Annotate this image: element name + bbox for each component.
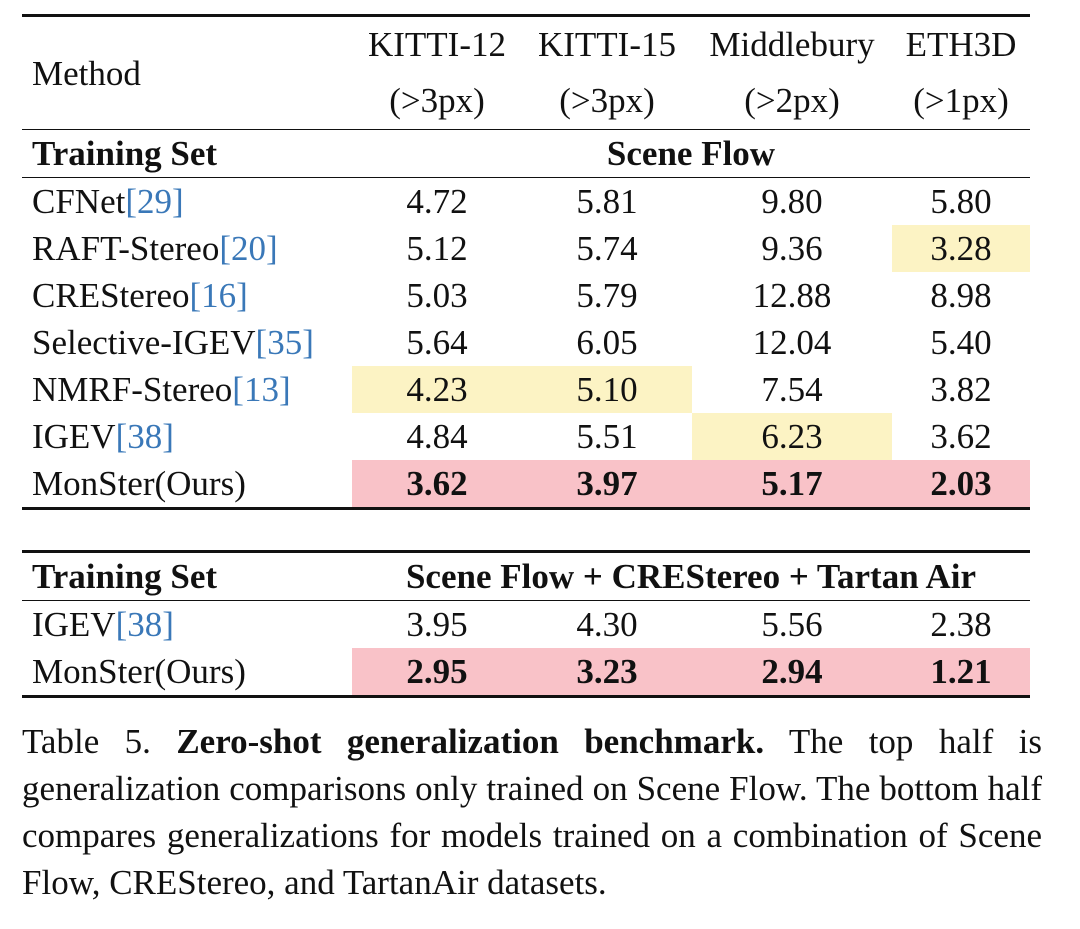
- caption-title: Zero-shot generalization benchmark.: [176, 722, 765, 761]
- citation-link[interactable]: [20]: [219, 229, 278, 268]
- caption-label: Table 5.: [22, 722, 151, 761]
- section2-header-row: Training Set Scene Flow + CREStereo + Ta…: [22, 550, 1030, 601]
- method-name: CREStereo: [32, 276, 190, 315]
- value-cell: 5.81: [576, 182, 638, 221]
- value-cell: 9.80: [761, 182, 823, 221]
- value-cell-second-best: 4.23: [352, 366, 522, 413]
- value-cell: 5.56: [761, 605, 823, 644]
- value-cell: 5.80: [930, 182, 992, 221]
- value-cell: 4.72: [406, 182, 468, 221]
- method-cell: Selective-IGEV[35]: [22, 319, 352, 366]
- value-cell-best: 2.94: [692, 648, 892, 698]
- section2-training-data: Scene Flow + CREStereo + Tartan Air: [352, 550, 1030, 601]
- section1-header-row: Training Set Scene Flow: [22, 129, 1030, 178]
- table-row: Selective-IGEV[35] 5.64 6.05 12.04 5.40: [22, 319, 1030, 366]
- value-cell: 9.36: [761, 229, 823, 268]
- table-row: CREStereo[16] 5.03 5.79 12.88 8.98: [22, 272, 1030, 319]
- value-cell-best: 2.95: [352, 648, 522, 698]
- value-cell: 5.74: [576, 229, 638, 268]
- results-table: Method KITTI-12 KITTI-15 Middlebury ETH3…: [22, 14, 1030, 698]
- value-cell: 6.05: [576, 323, 638, 362]
- value-cell: 3.62: [930, 417, 992, 456]
- value-cell: 3.95: [406, 605, 468, 644]
- value-cell-best: 2.03: [892, 460, 1030, 510]
- citation-link[interactable]: [38]: [115, 417, 174, 456]
- method-cell: IGEV[38]: [22, 601, 352, 649]
- table-row-ours: MonSter(Ours) 3.62 3.97 5.17 2.03: [22, 460, 1030, 510]
- method-name: RAFT-Stereo: [32, 229, 220, 268]
- value-cell-second-best: 3.28: [892, 225, 1030, 272]
- method-cell: NMRF-Stereo[13]: [22, 366, 352, 413]
- value-cell-best: 5.17: [692, 460, 892, 510]
- method-cell: RAFT-Stereo[20]: [22, 225, 352, 272]
- value-cell: 5.40: [930, 323, 992, 362]
- header-row-metrics: (>3px) (>3px) (>2px) (>1px): [22, 73, 1030, 130]
- caption-text: The top half is generalization compariso…: [22, 722, 1043, 902]
- citation-link[interactable]: [38]: [115, 605, 174, 644]
- section1-training-data: Scene Flow: [352, 129, 1030, 178]
- value-cell-best: 1.21: [892, 648, 1030, 698]
- method-cell: CREStereo[16]: [22, 272, 352, 319]
- table-row-ours: MonSter(Ours) 2.95 3.23 2.94 1.21: [22, 648, 1030, 698]
- col-metric-eth3d: (>1px): [892, 73, 1030, 130]
- value-cell: 3.82: [930, 370, 992, 409]
- method-name: MonSter(Ours): [22, 460, 352, 510]
- citation-link[interactable]: [13]: [232, 370, 291, 409]
- table-row: IGEV[38] 4.84 5.51 6.23 3.62: [22, 413, 1030, 460]
- value-cell: 7.54: [761, 370, 823, 409]
- value-cell-second-best: 6.23: [692, 413, 892, 460]
- value-cell-best: 3.62: [352, 460, 522, 510]
- col-metric-kitti12: (>3px): [352, 73, 522, 130]
- table-row: NMRF-Stereo[13] 4.23 5.10 7.54 3.82: [22, 366, 1030, 413]
- value-cell: 4.84: [406, 417, 468, 456]
- citation-link[interactable]: [29]: [125, 182, 184, 221]
- table-caption: Table 5. Zero-shot generalization benchm…: [22, 718, 1042, 906]
- table-row: RAFT-Stereo[20] 5.12 5.74 9.36 3.28: [22, 225, 1030, 272]
- value-cell: 2.38: [930, 605, 992, 644]
- col-header-eth3d: ETH3D: [892, 14, 1030, 73]
- col-metric-middlebury: (>2px): [692, 73, 892, 130]
- value-cell: 5.03: [406, 276, 468, 315]
- method-name: CFNet: [32, 182, 126, 221]
- citation-link[interactable]: [35]: [255, 323, 314, 362]
- training-set-label: Training Set: [22, 550, 352, 601]
- value-cell-best: 3.23: [522, 648, 692, 698]
- method-name: NMRF-Stereo: [32, 370, 233, 409]
- method-name: IGEV: [32, 417, 116, 456]
- col-metric-kitti15: (>3px): [522, 73, 692, 130]
- value-cell: 4.30: [576, 605, 638, 644]
- section-spacer: [22, 509, 1030, 552]
- value-cell-second-best: 5.10: [522, 366, 692, 413]
- method-cell: IGEV[38]: [22, 413, 352, 460]
- table-row: CFNet[29] 4.72 5.81 9.80 5.80: [22, 178, 1030, 226]
- training-set-label: Training Set: [22, 129, 352, 178]
- col-header-kitti12: KITTI-12: [352, 14, 522, 73]
- col-header-kitti15: KITTI-15: [522, 14, 692, 73]
- citation-link[interactable]: [16]: [189, 276, 248, 315]
- value-cell: 5.64: [406, 323, 468, 362]
- col-header-middlebury: Middlebury: [692, 14, 892, 73]
- value-cell: 8.98: [930, 276, 992, 315]
- method-name: Selective-IGEV: [32, 323, 256, 362]
- method-name: IGEV: [32, 605, 116, 644]
- value-cell: 5.79: [576, 276, 638, 315]
- method-name: MonSter(Ours): [22, 648, 352, 698]
- value-cell: 5.12: [406, 229, 468, 268]
- method-header: Method: [22, 14, 352, 130]
- table-row: IGEV[38] 3.95 4.30 5.56 2.38: [22, 601, 1030, 649]
- value-cell: 12.88: [752, 276, 832, 315]
- results-table-container: Method KITTI-12 KITTI-15 Middlebury ETH3…: [22, 14, 1032, 698]
- method-cell: CFNet[29]: [22, 178, 352, 226]
- header-row-names: Method KITTI-12 KITTI-15 Middlebury ETH3…: [22, 14, 1030, 130]
- value-cell: 5.51: [576, 417, 638, 456]
- value-cell-best: 3.97: [522, 460, 692, 510]
- value-cell: 12.04: [752, 323, 832, 362]
